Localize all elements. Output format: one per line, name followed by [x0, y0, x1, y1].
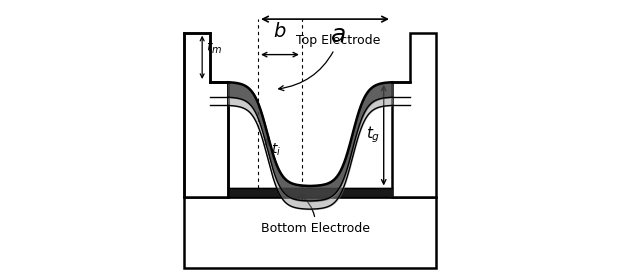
Text: a: a: [331, 23, 347, 48]
Polygon shape: [184, 33, 228, 197]
Text: $t_i$: $t_i$: [271, 141, 281, 158]
Text: $t_m$: $t_m$: [206, 39, 223, 56]
Text: Bottom Electrode: Bottom Electrode: [261, 195, 370, 235]
Polygon shape: [392, 33, 436, 197]
Bar: [184, 197, 436, 268]
Text: $t_g$: $t_g$: [366, 125, 380, 146]
Text: b: b: [274, 22, 286, 41]
Text: Top Electrode: Top Electrode: [278, 34, 381, 91]
